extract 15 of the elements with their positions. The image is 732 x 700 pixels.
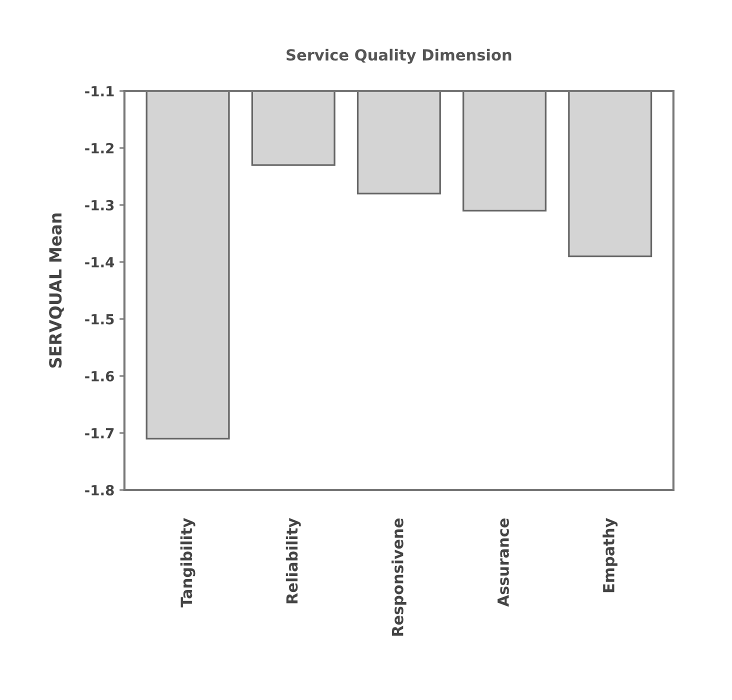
x-tick-label: Responsivene <box>392 518 406 636</box>
x-tick-label: Reliability <box>286 518 301 604</box>
y-axis-title: SERVQUAL Mean <box>49 213 64 368</box>
y-tick-label: -1.7 <box>85 428 114 438</box>
y-tick-label: -1.1 <box>85 86 114 96</box>
x-tick-label: Assurance <box>498 518 509 607</box>
y-tick-label: -1.2 <box>85 142 114 154</box>
y-tick-label: -1.4 <box>85 257 114 268</box>
x-tick-label: Empathy <box>602 518 618 592</box>
x-tick-label: Tangibility <box>180 518 196 608</box>
chart-title: Service Quality Dimension <box>286 48 512 64</box>
y-tick-label: -1.6 <box>85 370 114 382</box>
y-tick-label: -1.5 <box>85 314 114 324</box>
y-tick-label: -1.8 <box>85 484 114 496</box>
y-tick-label: -1.3 <box>85 200 114 210</box>
